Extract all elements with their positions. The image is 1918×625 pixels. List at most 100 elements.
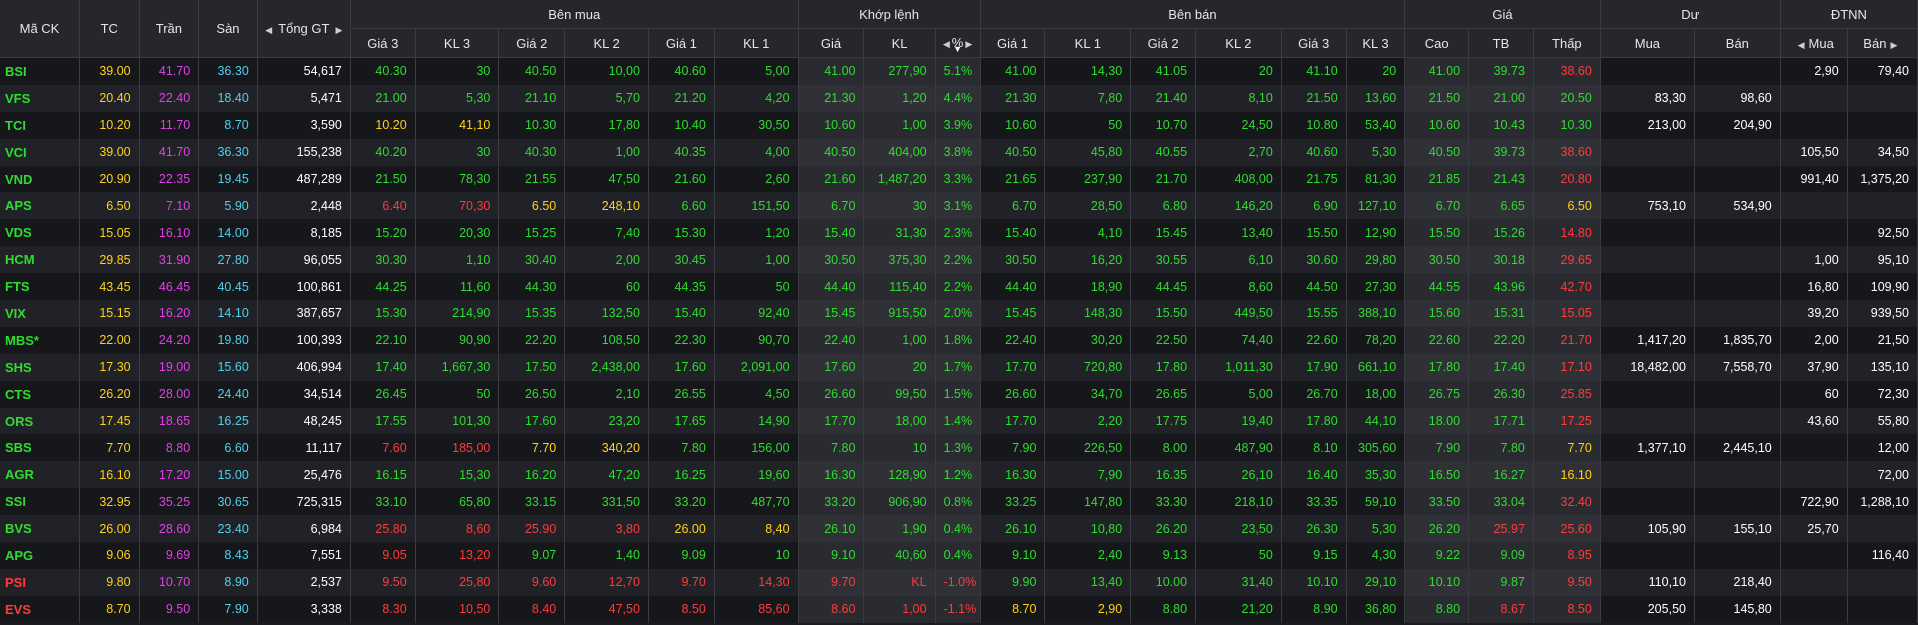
cell-ask-volume-3: 59,10 bbox=[1346, 488, 1406, 516]
table-row[interactable]: APG 9.06 9.69 8.43 7,551 9.05 13,20 9.07 1,40 9.0… bbox=[0, 542, 1918, 569]
header-match-volume[interactable]: KL bbox=[863, 28, 936, 58]
header-match-price[interactable]: Giá bbox=[798, 28, 865, 58]
table-row[interactable]: VCI 39.00 41.70 36.30 155,238 40.20 30 40.30 1,0… bbox=[0, 138, 1918, 166]
cell-symbol[interactable]: PSI bbox=[0, 568, 80, 596]
cell-symbol[interactable]: AGR bbox=[0, 461, 80, 489]
cell-ask-volume-1: 7,90 bbox=[1044, 461, 1132, 489]
header-ask-volume-3[interactable]: KL 3 bbox=[1346, 28, 1406, 58]
header-ask-volume-1[interactable]: KL 1 bbox=[1044, 28, 1132, 58]
table-row[interactable]: HCM 29.85 31.90 27.80 96,055 30.30 1,10 30.40 2,… bbox=[0, 246, 1918, 274]
cell-ref: 9.80 bbox=[79, 568, 140, 596]
table-row[interactable]: CTS 26.20 28.00 24.40 34,514 26.45 50 26.50 2,10… bbox=[0, 380, 1918, 408]
cell-symbol[interactable]: ORS bbox=[0, 407, 80, 435]
cell-ask-price-3: 9.15 bbox=[1281, 542, 1347, 569]
cell-bid-price-3: 40.20 bbox=[350, 138, 416, 166]
table-row[interactable]: SHS 17.30 19.00 15.60 406,994 17.40 1,667,30 17… bbox=[0, 353, 1918, 381]
cell-ask-volume-3: 18,00 bbox=[1346, 380, 1406, 408]
header-low[interactable]: Thấp bbox=[1533, 28, 1601, 58]
cell-symbol[interactable]: SBS bbox=[0, 434, 80, 462]
cell-bid-price-3: 21.50 bbox=[350, 165, 416, 193]
header-bid-volume-2[interactable]: KL 2 bbox=[564, 28, 649, 58]
cell-symbol[interactable]: BSI bbox=[0, 57, 80, 85]
table-row[interactable]: VDS 15.05 16.10 14.00 8,185 15.20 20,30 15.25 7,… bbox=[0, 219, 1918, 247]
table-row[interactable]: MBS* 22.00 24.20 19.80 100,393 22.10 90,90 22.2… bbox=[0, 326, 1918, 354]
cell-symbol[interactable]: SHS bbox=[0, 353, 80, 381]
cell-floor: 15.60 bbox=[198, 353, 258, 381]
table-row[interactable]: APS 6.50 7.10 5.90 2,448 6.40 70,30 6.50 248,10 6… bbox=[0, 192, 1918, 220]
table-row[interactable]: ORS 17.45 18.65 16.25 48,245 17.55 101,30 17.60… bbox=[0, 407, 1918, 435]
cell-ask-price-1: 33.25 bbox=[980, 488, 1046, 516]
caret-left-icon[interactable]: ◀ bbox=[1797, 39, 1805, 50]
cell-foreign-buy: 2,00 bbox=[1780, 326, 1848, 354]
cell-symbol[interactable]: BVS bbox=[0, 515, 80, 543]
cell-symbol[interactable]: FTS bbox=[0, 273, 80, 301]
cell-foreign-sell bbox=[1847, 84, 1918, 112]
cell-bid-price-3: 6.40 bbox=[350, 192, 416, 220]
cell-symbol[interactable]: VIX bbox=[0, 300, 80, 327]
header-bid-price-2[interactable]: Giá 2 bbox=[498, 28, 566, 58]
cell-ask-price-1: 44.40 bbox=[980, 273, 1046, 301]
header-ask-price-3[interactable]: Giá 3 bbox=[1281, 28, 1347, 58]
cell-symbol[interactable]: MBS* bbox=[0, 326, 80, 354]
cell-symbol[interactable]: TCI bbox=[0, 111, 80, 139]
header-bid-price-1[interactable]: Giá 1 bbox=[648, 28, 715, 58]
header-foreign-buy[interactable]: ◀ Mua bbox=[1780, 28, 1848, 58]
caret-right-icon[interactable]: ▶ bbox=[1890, 39, 1898, 50]
header-bid-price-3[interactable]: Giá 3 bbox=[350, 28, 416, 58]
header-remaining-sell[interactable]: Bán bbox=[1694, 28, 1781, 58]
table-row[interactable]: EVS 8.70 9.50 7.90 3,338 8.30 10,50 8.40 47,50 8.… bbox=[0, 595, 1918, 623]
cell-ceiling: 28.00 bbox=[139, 380, 200, 408]
header-symbol[interactable]: Mã CK bbox=[0, 0, 80, 58]
cell-symbol[interactable]: APS bbox=[0, 192, 80, 220]
cell-ask-volume-3: 78,20 bbox=[1346, 326, 1406, 354]
cell-symbol[interactable]: VDS bbox=[0, 219, 80, 247]
table-row[interactable]: PSI 9.80 10.70 8.90 2,537 9.50 25,80 9.60 12,70 9… bbox=[0, 568, 1918, 596]
cell-bid-volume-2: 23,20 bbox=[564, 407, 649, 435]
table-row[interactable]: BSI 39.00 41.70 36.30 54,617 40.30 30 40.50 10,0… bbox=[0, 57, 1918, 85]
header-foreign-sell[interactable]: Bán ▶ bbox=[1847, 28, 1918, 58]
header-average[interactable]: TB bbox=[1468, 28, 1534, 58]
cell-floor: 8.70 bbox=[198, 111, 258, 139]
cell-symbol[interactable]: VCI bbox=[0, 138, 80, 166]
cell-symbol[interactable]: VND bbox=[0, 165, 80, 193]
table-row[interactable]: VFS 20.40 22.40 18.40 5,471 21.00 5,30 21.10 5,7… bbox=[0, 84, 1918, 112]
cell-symbol[interactable]: APG bbox=[0, 542, 80, 569]
cell-symbol[interactable]: HCM bbox=[0, 246, 80, 274]
table-row[interactable]: SSI 32.95 35.25 30.65 725,315 33.10 65,80 33.15… bbox=[0, 488, 1918, 516]
header-ask-volume-2[interactable]: KL 2 bbox=[1195, 28, 1282, 58]
table-row[interactable]: VIX 15.15 16.20 14.10 387,657 15.30 214,90 15.3… bbox=[0, 300, 1918, 327]
cell-symbol[interactable]: VFS bbox=[0, 84, 80, 112]
cell-remaining-sell: 534,90 bbox=[1694, 192, 1781, 220]
cell-symbol[interactable]: SSI bbox=[0, 488, 80, 516]
caret-right-icon[interactable]: ▶ bbox=[965, 38, 973, 49]
cell-bid-price-2: 30.40 bbox=[498, 246, 566, 274]
header-high[interactable]: Cao bbox=[1404, 28, 1470, 58]
cell-symbol[interactable]: CTS bbox=[0, 380, 80, 408]
header-ref[interactable]: TC bbox=[79, 0, 140, 58]
cell-bid-volume-1: 4,20 bbox=[714, 84, 799, 112]
cell-match-volume: 375,30 bbox=[863, 246, 936, 274]
caret-right-icon[interactable]: ▶ bbox=[335, 25, 343, 35]
cell-ask-volume-2: 24,50 bbox=[1195, 111, 1282, 139]
caret-left-icon[interactable]: ◀ bbox=[942, 38, 950, 49]
table-row[interactable]: AGR 16.10 17.20 15.00 25,476 16.15 15,30 16.20 4… bbox=[0, 461, 1918, 489]
table-row[interactable]: BVS 26.00 28.60 23.40 6,984 25.80 8,60 25.90 3,8… bbox=[0, 515, 1918, 543]
table-row[interactable]: FTS 43.45 46.45 40.45 100,861 44.25 11,60 44.30… bbox=[0, 273, 1918, 301]
table-row[interactable]: SBS 7.70 8.80 6.60 11,117 7.60 185,00 7.70 340,2… bbox=[0, 434, 1918, 462]
cell-remaining-buy: 205,50 bbox=[1600, 595, 1695, 623]
header-floor[interactable]: Sàn bbox=[198, 0, 258, 58]
header-ask-price-1[interactable]: Giá 1 bbox=[980, 28, 1046, 58]
header-remaining-buy[interactable]: Mua bbox=[1600, 28, 1695, 58]
table-row[interactable]: VND 20.90 22.35 19.45 487,289 21.50 78,30 21.55… bbox=[0, 165, 1918, 193]
header-bid-volume-1[interactable]: KL 1 bbox=[714, 28, 799, 58]
table-row[interactable]: TCI 10.20 11.70 8.70 3,590 10.20 41,10 10.30 17,… bbox=[0, 111, 1918, 139]
header-change-pct[interactable]: ◀% ▶ ▼ bbox=[935, 28, 981, 58]
cell-symbol[interactable]: EVS bbox=[0, 595, 80, 623]
header-total-value[interactable]: ◀ Tổng GT ▶ bbox=[257, 0, 351, 58]
header-bid-volume-3[interactable]: KL 3 bbox=[415, 28, 500, 58]
header-ceiling[interactable]: Trần bbox=[139, 0, 200, 58]
header-ask-price-2[interactable]: Giá 2 bbox=[1130, 28, 1197, 58]
caret-left-icon[interactable]: ◀ bbox=[265, 25, 273, 35]
cell-match-price: 30.50 bbox=[798, 246, 865, 274]
cell-bid-volume-3: 185,00 bbox=[415, 434, 500, 462]
